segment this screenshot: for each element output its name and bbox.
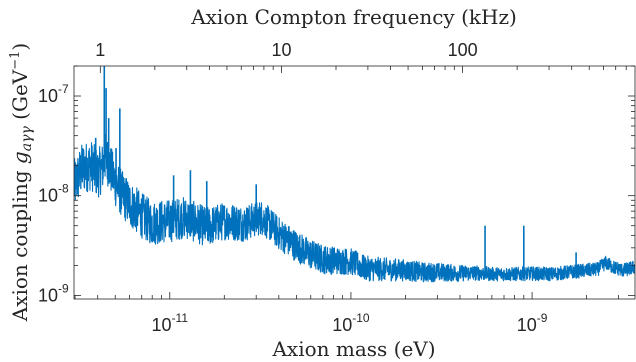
series-layer (74, 66, 635, 283)
y-axis-label: Axion coupling gaγγ (GeV−1) (8, 43, 35, 322)
y-axis-label-unit-close: ) (8, 43, 32, 51)
x-tick-exponent: -11 (172, 311, 189, 325)
x-tick-label: 10-9 (517, 311, 548, 335)
x-tick-mantissa: 10 (517, 315, 537, 335)
top-tick-label: 10 (271, 40, 291, 60)
y-tick-label: 10-9 (38, 281, 69, 305)
top-tick-label: 100 (448, 40, 478, 60)
x-tick-mantissa: 10 (152, 315, 172, 335)
y-tick-mantissa: 10 (38, 285, 58, 305)
y-tick-label: 10-8 (38, 182, 69, 206)
top-tick-label: 1 (95, 40, 105, 60)
y-axis-label-prefix: Axion coupling (8, 164, 32, 322)
y-tick-mantissa: 10 (38, 186, 58, 206)
x-tick-exponent: -9 (537, 311, 548, 325)
y-axis-label-subscript: aγγ (19, 126, 35, 152)
coupling-limit-line (74, 134, 635, 283)
y-tick-mantissa: 10 (38, 86, 58, 106)
plot-area (74, 66, 635, 283)
y-tick-exponent: -9 (58, 281, 69, 295)
plot-frame (73, 65, 636, 300)
y-tick-exponent: -7 (58, 82, 69, 96)
y-axis-label-symbol: g (8, 151, 32, 164)
axis-ticks: 10-11 10-10 10-910-910-810-71 10 100 (38, 40, 635, 335)
y-tick-exponent: -8 (58, 182, 69, 196)
y-tick-label: 10-7 (38, 82, 69, 106)
x-tick-label: 10-10 (332, 311, 370, 335)
y-axis-label-unit-exp: −1 (8, 51, 23, 70)
x-axis-label: Axion mass (eV) (271, 337, 435, 361)
x-tick-label: 10-11 (152, 311, 189, 335)
x-tick-exponent: -10 (352, 311, 370, 325)
y-axis-label-unit-open: (GeV (8, 69, 32, 126)
top-x-axis-label: Axion Compton frequency (kHz) (190, 5, 517, 29)
x-tick-mantissa: 10 (332, 315, 352, 335)
